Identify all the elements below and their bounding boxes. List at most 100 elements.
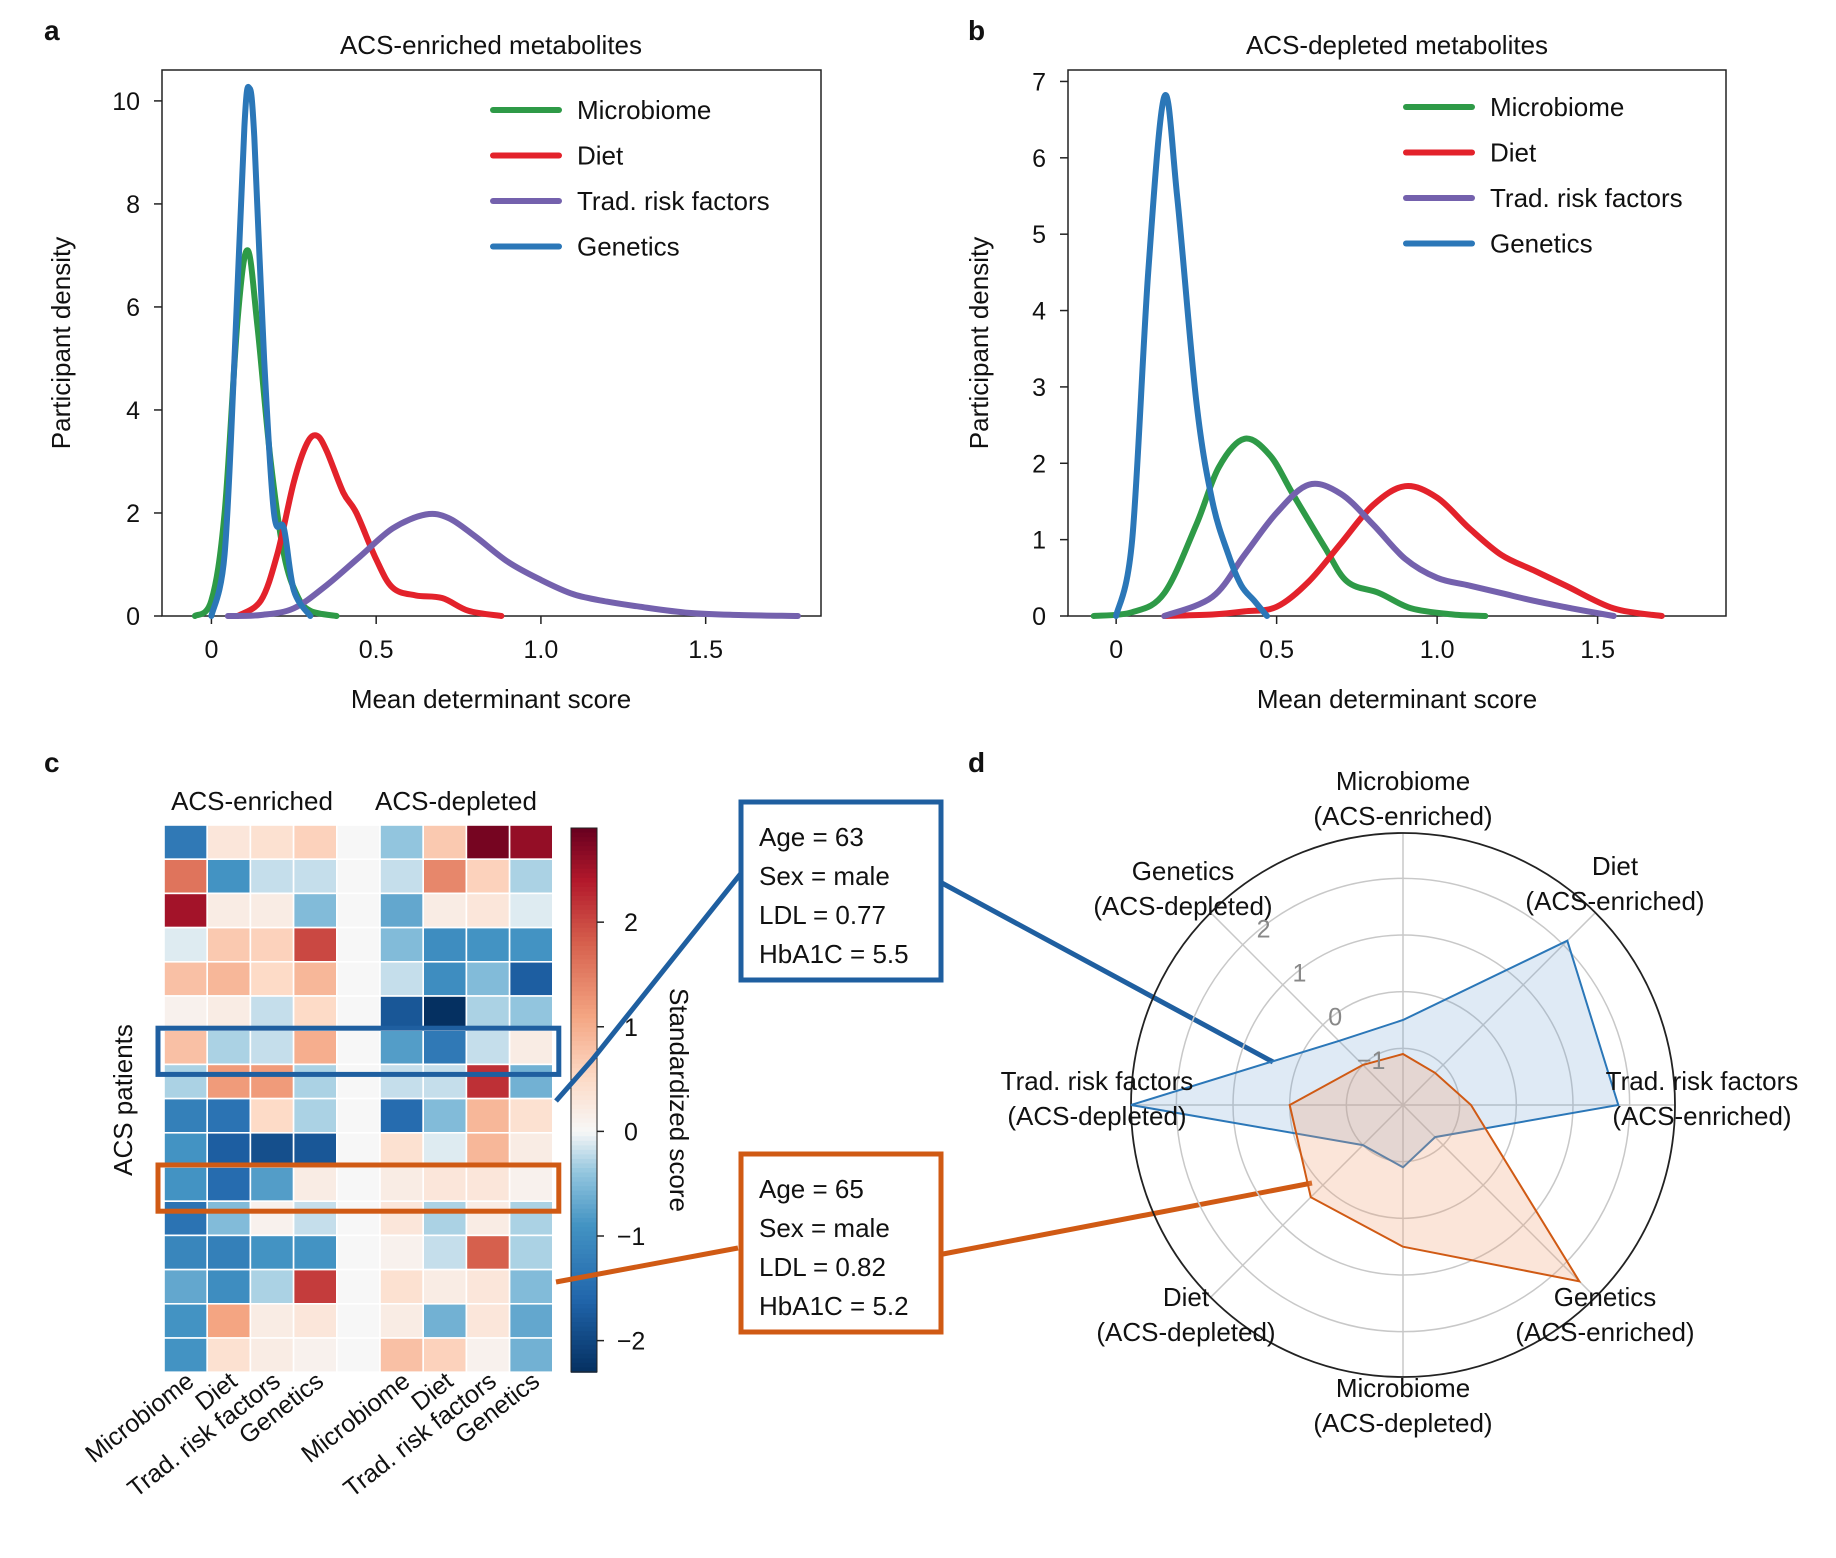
heatmap-cell <box>465 1029 511 1066</box>
heatmap-cell <box>249 1063 295 1100</box>
density-curve-diet <box>234 432 505 619</box>
panel-a-axes: 0 0.5 1.0 1.5 0 2 4 6 8 10 <box>112 88 723 664</box>
y-tick-label: 0 <box>1032 603 1046 631</box>
radar-axis-sublabel: (ACS-depleted) <box>1093 891 1272 921</box>
colorbar-tick-label: 2 <box>624 909 638 937</box>
heatmap-cell <box>206 926 252 963</box>
heatmap-cell <box>249 1337 295 1374</box>
heatmap-cell <box>206 1268 252 1305</box>
colorbar-segment <box>571 1022 597 1029</box>
colorbar-segment <box>571 1136 597 1142</box>
heatmap-cell <box>335 995 381 1032</box>
colorbar-segment <box>571 1072 597 1079</box>
heatmap-cell <box>335 926 381 963</box>
colorbar-segment <box>571 1335 597 1342</box>
legend-label-genetics: Genetics <box>1490 229 1593 259</box>
heatmap-cell <box>163 995 209 1032</box>
heatmap-cell <box>465 1234 511 1271</box>
density-curve-microbiome <box>1090 435 1489 619</box>
colorbar-segment <box>571 914 597 920</box>
heatmap-cell <box>249 1166 295 1203</box>
panel-c-letter: c <box>44 747 60 778</box>
x-tick-label: 0.5 <box>359 636 394 664</box>
colorbar-segment <box>571 1045 597 1051</box>
heatmap-cell <box>335 1200 381 1237</box>
heatmap-cell <box>508 1337 554 1374</box>
y-tick-label: 6 <box>126 294 140 322</box>
colorbar-segment <box>571 900 597 906</box>
density-curve-genetics <box>208 83 314 619</box>
heatmap-cell <box>422 1268 468 1305</box>
x-tick-label: 0 <box>204 636 218 664</box>
colorbar-segment <box>571 1118 597 1124</box>
radar-axis-labels: Microbiome (ACS-enriched) Diet (ACS-enriche… <box>1001 766 1799 1438</box>
radar-ring-label: 2 <box>1257 916 1271 944</box>
colorbar-segment <box>571 941 597 947</box>
heatmap-cell <box>422 960 468 997</box>
radar-axis-sublabel: (ACS-depleted) <box>1096 1317 1275 1347</box>
colorbar-segment <box>571 1208 597 1215</box>
colorbar-segment <box>571 1226 597 1233</box>
colorbar-segment <box>571 936 597 943</box>
heatmap-cell <box>335 1337 381 1374</box>
heatmap-cell <box>508 1268 554 1305</box>
colorbar-segment <box>571 909 597 915</box>
heatmap-cell <box>465 1303 511 1339</box>
colorbar-segment <box>571 1204 597 1210</box>
heatmap-cell <box>292 1268 338 1305</box>
colorbar-segment <box>571 991 597 997</box>
colorbar-segment <box>571 868 597 875</box>
radar-axis-sublabel: (ACS-depleted) <box>1313 1408 1492 1438</box>
colorbar-segment <box>571 855 597 861</box>
callout-orange-age: Age = 65 <box>759 1174 864 1204</box>
colorbar-segment <box>571 1263 597 1269</box>
colorbar-segment <box>571 1340 597 1346</box>
heatmap-cell <box>335 1063 381 1100</box>
heatmap-cell <box>206 1337 252 1374</box>
panel-d: d Microbiome (ACS-enriched) Diet (ACS-enric… <box>968 747 1798 1438</box>
heatmap-cell <box>465 995 511 1032</box>
heatmap-cell <box>422 1132 468 1168</box>
heatmap-cell <box>465 824 511 861</box>
heatmap-cell <box>465 1166 511 1203</box>
heatmap-cell <box>249 1029 295 1066</box>
legend-label-diet: Diet <box>577 141 624 171</box>
colorbar-segment <box>571 959 597 965</box>
orange-connector-right <box>942 1180 1313 1257</box>
density-curve-trad <box>224 510 801 619</box>
colorbar-segment <box>571 1362 597 1369</box>
colorbar-segment <box>571 864 597 870</box>
callout-blue-box <box>738 799 944 983</box>
colorbar-segment <box>571 1322 597 1328</box>
colorbar-segment <box>571 1281 597 1287</box>
heatmap-cell <box>465 1200 511 1237</box>
colorbar-segment <box>571 832 597 838</box>
colorbar-segment <box>571 886 597 893</box>
colorbar-segment <box>571 1186 597 1192</box>
heatmap-cell <box>379 892 425 929</box>
heatmap-cell <box>249 1200 295 1237</box>
heatmap-cell <box>508 858 554 895</box>
heatmap-cell <box>422 1303 468 1339</box>
colorbar-segment <box>571 1054 597 1060</box>
colorbar-segment <box>571 954 597 961</box>
heatmap-cell <box>465 926 511 963</box>
colorbar-segment <box>571 850 597 856</box>
panel-a: a ACS-enriched metabolites 0 0.5 1.0 1.5 0 2 4… <box>44 15 822 714</box>
heatmap-cell <box>249 926 295 963</box>
colorbar-segment <box>571 1190 597 1196</box>
heatmap-cell <box>206 1063 252 1100</box>
heatmap-cell <box>379 1063 425 1100</box>
heatmap-cell <box>163 1200 209 1237</box>
heatmap-cell <box>508 1166 554 1203</box>
heatmap-cell <box>508 1200 554 1237</box>
heatmap-cell <box>422 1063 468 1100</box>
radar-ring-label: −1 <box>1357 1047 1386 1075</box>
heatmap-cell <box>335 824 381 861</box>
density-curve-genetics <box>1113 92 1270 619</box>
heatmap-cell <box>335 892 381 929</box>
colorbar-segment <box>571 1313 597 1319</box>
heatmap-group-label-depleted: ACS-depleted <box>375 786 537 816</box>
heatmap-cell <box>508 926 554 963</box>
